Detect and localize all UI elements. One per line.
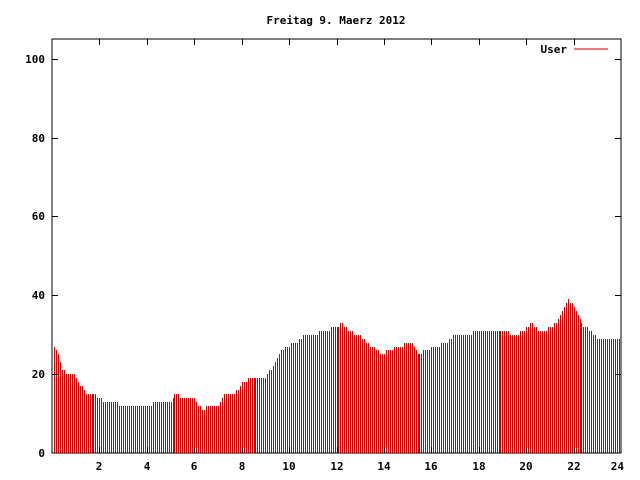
x-tick-label: 10 bbox=[282, 460, 295, 473]
x-tick-label: 16 bbox=[424, 460, 438, 473]
tick-marks-layer bbox=[52, 39, 621, 453]
x-tick-label: 14 bbox=[377, 460, 391, 473]
x-tick-label: 22 bbox=[567, 460, 580, 473]
x-tick-labels: 2 4 6 8 10 12 14 16 18 20 22 24 bbox=[96, 460, 625, 473]
x-tick-label: 2 bbox=[96, 460, 103, 473]
y-tick-label: 80 bbox=[32, 132, 45, 145]
y-tick-label: 0 bbox=[38, 447, 45, 460]
y-tick-label: 60 bbox=[32, 210, 45, 223]
y-tick-label: 20 bbox=[32, 368, 45, 381]
y-tick-labels: 0 20 40 60 80 100 bbox=[25, 53, 45, 460]
y-tick-label: 100 bbox=[25, 53, 45, 66]
chart-title: Freitag 9. Maerz 2012 bbox=[266, 14, 405, 27]
legend-label-user: User bbox=[541, 43, 568, 56]
x-tick-label: 8 bbox=[239, 460, 246, 473]
plot-frame bbox=[51, 38, 622, 454]
x-tick-label: 24 bbox=[611, 460, 625, 473]
x-tick-label: 18 bbox=[472, 460, 485, 473]
x-tick-label: 6 bbox=[191, 460, 198, 473]
x-tick-label: 12 bbox=[330, 460, 343, 473]
x-tick-label: 20 bbox=[519, 460, 532, 473]
y-tick-label: 40 bbox=[32, 289, 45, 302]
bars-layer bbox=[54, 299, 620, 453]
x-tick-label: 4 bbox=[144, 460, 151, 473]
legend: User bbox=[541, 43, 608, 56]
